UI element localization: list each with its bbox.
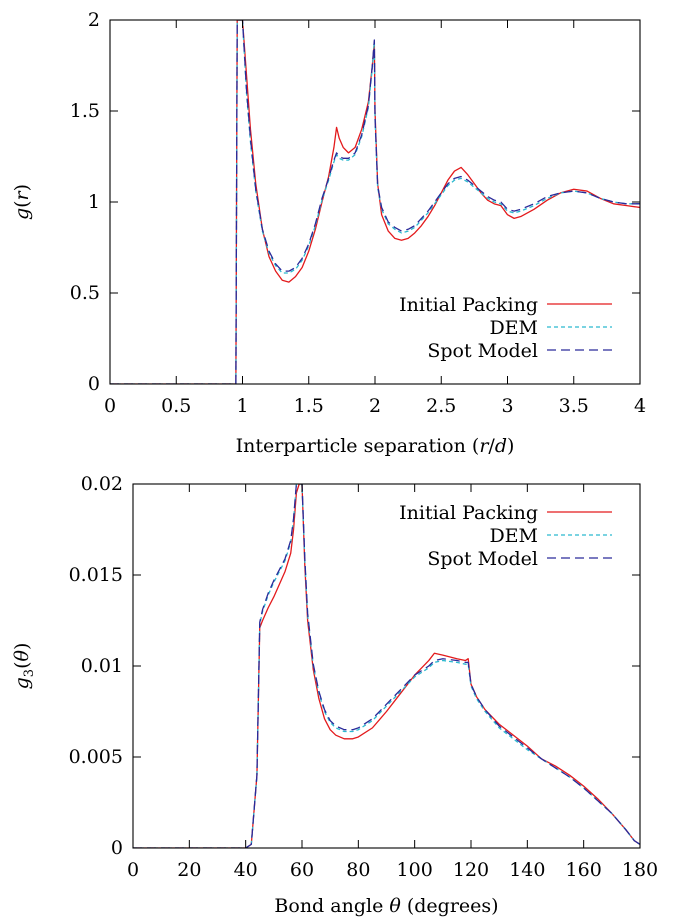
- y-tick-label: 0.015: [69, 564, 123, 586]
- x-tick-label: 160: [566, 859, 602, 881]
- series-line-dem: [133, 484, 640, 848]
- series-line-spot-model: [110, 20, 640, 384]
- y-tick-label: 1.5: [70, 100, 100, 122]
- x-tick-label: 0: [104, 395, 116, 417]
- series-line-spot-model: [133, 484, 640, 848]
- y-tick-label: 0.01: [81, 655, 123, 677]
- plot-frame: [132, 483, 641, 849]
- series-line-dem: [110, 20, 640, 384]
- series-line-initial-packing: [133, 484, 640, 848]
- plot-area: [133, 484, 640, 848]
- x-tick-label: 0.5: [161, 395, 191, 417]
- chart-radial-distribution: 0 0.5 1 1.5 2 2.5 3 3.5 4 0 0.5 1 1.5 2 Interparticle …: [11, 9, 646, 457]
- legend-label: Spot Model: [427, 548, 538, 570]
- legend-label: Spot Model: [427, 340, 538, 362]
- x-tick-label: 4: [634, 395, 646, 417]
- x-tick-label: 80: [346, 859, 370, 881]
- x-tick-label: 2: [369, 395, 381, 417]
- y-tick-label: 0: [88, 373, 100, 395]
- x-tick-label: 0: [127, 859, 139, 881]
- x-tick-label: 3: [501, 395, 513, 417]
- x-tick-label: 1: [236, 395, 248, 417]
- y-axis-title: g(r): [11, 184, 33, 220]
- x-tick-label: 120: [453, 859, 489, 881]
- x-tick-label: 3.5: [559, 395, 589, 417]
- series-line-initial-packing: [110, 20, 640, 384]
- legend-label: DEM: [489, 317, 538, 339]
- legend-label: Initial Packing: [399, 502, 538, 524]
- legend-label: Initial Packing: [399, 294, 538, 316]
- x-tick-label: 140: [509, 859, 545, 881]
- plot-area: [110, 20, 640, 384]
- y-tick-label: 2: [88, 9, 100, 31]
- x-axis-title: Interparticle separation (r/d): [236, 435, 515, 457]
- x-axis-title: Bond angle θ (degrees): [274, 895, 498, 917]
- x-tick-label: 60: [290, 859, 314, 881]
- chart-bond-angle-distribution: 0 20 40 60 80 100 120 140 160 180 0 0.005 0.01 0.015 0…: [11, 473, 658, 917]
- legend-label: DEM: [489, 525, 538, 547]
- y-tick-label: 1: [88, 191, 100, 213]
- x-tick-label: 2.5: [426, 395, 456, 417]
- y-axis-title: g3(θ): [11, 643, 37, 690]
- x-tick-label: 100: [397, 859, 433, 881]
- x-tick-label: 1.5: [294, 395, 324, 417]
- y-tick-label: 0.02: [81, 473, 123, 495]
- x-tick-label: 20: [177, 859, 201, 881]
- y-tick-label: 0: [111, 837, 123, 859]
- y-tick-label: 0.5: [70, 282, 100, 304]
- x-tick-label: 180: [622, 859, 658, 881]
- y-tick-label: 0.005: [69, 746, 123, 768]
- x-tick-label: 40: [234, 859, 258, 881]
